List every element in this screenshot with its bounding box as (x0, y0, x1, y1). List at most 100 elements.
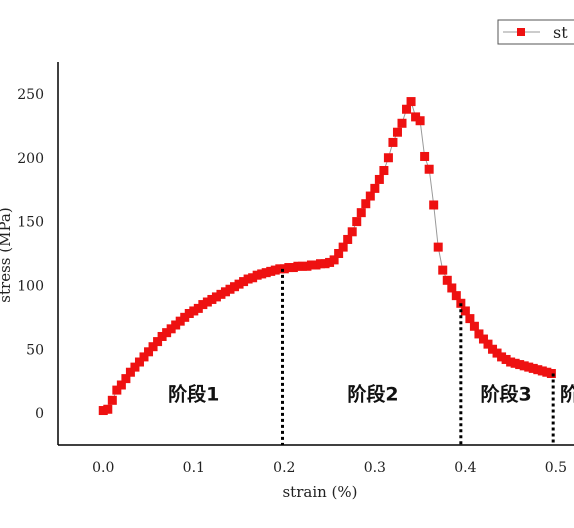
legend-series-label: st (553, 23, 568, 42)
data-point (492, 348, 502, 358)
data-point (352, 217, 362, 227)
data-point (402, 104, 412, 114)
data-point (397, 118, 407, 128)
data-point (98, 406, 108, 416)
data-point (343, 234, 353, 244)
data-point (230, 282, 240, 292)
data-point (153, 337, 163, 347)
data-point (370, 183, 380, 193)
data-point (220, 287, 230, 297)
data-point (442, 275, 452, 285)
data-point (316, 259, 326, 269)
data-point (302, 261, 312, 271)
data-point (469, 321, 479, 331)
x-tick-label: 0.3 (364, 460, 386, 476)
data-point (365, 191, 375, 201)
data-point (460, 306, 470, 316)
data-point (497, 352, 507, 362)
data-point (424, 164, 434, 174)
data-point (284, 263, 294, 273)
data-point (329, 255, 339, 265)
data-point (533, 365, 543, 375)
data-point (392, 127, 402, 137)
data-point (379, 166, 389, 176)
data-point (198, 300, 208, 310)
data-point (528, 363, 538, 373)
data-point (429, 200, 439, 210)
data-point (506, 357, 516, 367)
data-point (320, 259, 330, 269)
data-point (338, 242, 348, 252)
data-point (415, 116, 425, 126)
data-point (252, 270, 262, 280)
data-point (112, 385, 122, 395)
data-point (288, 263, 298, 273)
x-tick-label: 0.1 (183, 460, 205, 476)
data-point (406, 97, 416, 107)
x-axis-title: strain (%) (282, 483, 357, 501)
y-axis-title: stress (MPa) (0, 207, 14, 302)
legend: st (497, 19, 574, 45)
data-point (121, 374, 131, 384)
data-point (148, 342, 158, 352)
data-point (347, 227, 357, 237)
data-point (411, 112, 421, 122)
data-point (325, 257, 335, 267)
y-tick-label: 250 (17, 87, 44, 103)
data-point (125, 367, 135, 377)
data-point (189, 306, 199, 316)
data-point (239, 277, 249, 287)
data-point (465, 314, 475, 324)
stage-labels-layer: 阶段1 阶段2 阶段3 阶 (168, 383, 574, 406)
data-point (270, 265, 280, 275)
data-point (162, 328, 172, 338)
data-point (488, 344, 498, 354)
data-point (275, 264, 285, 274)
data-point (306, 260, 316, 270)
data-point (297, 261, 307, 271)
data-point (139, 352, 149, 362)
data-point (438, 265, 448, 275)
axes-layer (57, 62, 574, 446)
data-point (134, 357, 144, 367)
y-tick-label: 150 (17, 215, 44, 231)
x-tick-label: 0.5 (545, 460, 567, 476)
data-point (211, 292, 221, 302)
data-point (293, 261, 303, 271)
data-point (388, 137, 398, 147)
data-point (383, 153, 393, 163)
data-point (207, 294, 217, 304)
x-tick-label: 0.4 (454, 460, 476, 476)
data-point (542, 367, 552, 377)
data-point (524, 362, 534, 372)
stage-label: 阶 (560, 383, 574, 406)
data-point (175, 316, 185, 326)
data-point (515, 360, 525, 370)
data-point (478, 334, 488, 344)
stage-boundary-layer (281, 268, 555, 445)
data-point (107, 395, 117, 405)
stage-label: 阶段1 (168, 383, 219, 406)
data-point (510, 358, 520, 368)
stage-label: 阶段3 (480, 383, 531, 406)
data-point (171, 320, 181, 330)
plot-lines-layer (103, 100, 552, 411)
data-point (116, 380, 126, 390)
data-point (180, 312, 190, 322)
data-point (243, 274, 253, 284)
data-point (311, 260, 321, 270)
data-point (157, 331, 167, 341)
data-point (216, 289, 226, 299)
plot-markers-layer (98, 97, 556, 416)
y-tick-label: 50 (26, 342, 44, 358)
data-point (103, 404, 113, 414)
data-point (266, 266, 276, 276)
data-point (144, 347, 154, 357)
data-point (474, 329, 484, 339)
data-point (433, 242, 443, 252)
data-point (130, 362, 140, 372)
ticks-layer: 0 50 100 150 200 250 0.0 0.1 0.2 0.3 0.4 0.5 (17, 87, 567, 476)
y-tick-label: 200 (17, 151, 44, 167)
data-point (546, 369, 556, 379)
